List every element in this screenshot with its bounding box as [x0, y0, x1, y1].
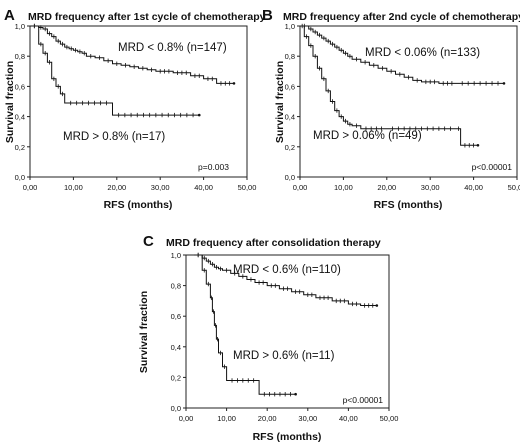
x-axis-label: RFS (months): [104, 199, 173, 211]
y-tick-label: 0,6: [171, 312, 181, 321]
y-tick-label: 0,4: [171, 343, 181, 352]
x-tick-label: 10,00: [334, 183, 353, 192]
x-axis-label: RFS (months): [374, 199, 443, 211]
series-label: MRD < 0.6% (n=110): [233, 264, 341, 276]
x-tick-label: 20,00: [377, 183, 396, 192]
p-value: p=0.003: [198, 162, 229, 172]
curve-end-marker: [476, 143, 480, 147]
km-curve-series-2: [300, 25, 478, 146]
y-tick-label: 0,8: [285, 52, 295, 61]
y-axis-label: Survival fraction: [138, 291, 150, 373]
y-tick-label: 0,0: [15, 173, 25, 182]
x-tick-label: 30,00: [151, 183, 170, 192]
x-tick-label: 10,00: [64, 183, 83, 192]
chart-title: MRD frequency after consolidation therap…: [166, 237, 381, 249]
y-tick-label: 0,0: [285, 173, 295, 182]
km-curve-series-1: [194, 254, 377, 306]
y-tick-label: 0,2: [15, 143, 25, 152]
x-axis-label: RFS (months): [253, 431, 322, 443]
p-value: p<0.00001: [472, 162, 513, 172]
p-value: p<0.00001: [343, 395, 384, 405]
y-tick-label: 0,2: [285, 143, 295, 152]
chart-title: MRD frequency after 2nd cycle of chemoth…: [283, 11, 520, 23]
curve-end-marker: [375, 304, 379, 307]
km-curve-series-1: [300, 25, 504, 84]
chart-panel-c: C MRD frequency after consolidation thera…: [138, 233, 398, 443]
y-tick-label: 1,0: [285, 22, 295, 31]
y-tick-label: 0,8: [171, 282, 181, 291]
x-tick-label: 40,00: [339, 414, 358, 423]
panel-letter: C: [143, 233, 154, 250]
plot-frame: [29, 25, 248, 178]
x-tick-label: 50,00: [380, 414, 399, 423]
curve-end-marker: [502, 82, 506, 85]
y-axis-label: Survival fraction: [4, 61, 16, 143]
series-label: MRD < 0.06% (n=133): [365, 47, 480, 59]
chart-title: MRD frequency after 1st cycle of chemoth…: [28, 11, 266, 23]
x-tick-label: 50,00: [508, 183, 520, 192]
curve-end-marker: [232, 82, 236, 85]
x-tick-label: 0,00: [179, 414, 194, 423]
chart-panel-a: A MRD frequency after 1st cycle of chemot…: [4, 7, 266, 211]
x-tick-label: 0,00: [293, 183, 308, 192]
x-tick-label: 20,00: [107, 183, 126, 192]
x-tick-label: 40,00: [464, 183, 483, 192]
y-tick-label: 0,4: [15, 113, 25, 122]
y-tick-label: 0,0: [171, 404, 181, 413]
plot-frame: [299, 25, 518, 178]
y-tick-label: 1,0: [171, 251, 181, 260]
x-tick-label: 30,00: [421, 183, 440, 192]
y-tick-label: 0,6: [15, 82, 25, 91]
panel-letter: B: [262, 7, 273, 24]
x-tick-label: 10,00: [217, 414, 236, 423]
x-tick-label: 50,00: [238, 183, 257, 192]
series-label: MRD < 0.8% (n=147): [118, 42, 227, 54]
y-tick-label: 0,6: [285, 82, 295, 91]
curve-end-marker: [197, 113, 201, 117]
x-tick-label: 40,00: [194, 183, 213, 192]
chart-panel-b: B MRD frequency after 2nd cycle of chemot…: [262, 7, 520, 211]
y-tick-label: 0,2: [171, 373, 181, 382]
series-label: MRD > 0.8% (n=17): [63, 131, 165, 143]
panel-letter: A: [4, 7, 15, 24]
y-axis-label: Survival fraction: [274, 61, 286, 143]
series-label: MRD > 0.06% (n=49): [313, 130, 422, 142]
series-label: MRD > 0.6% (n=11): [233, 350, 335, 362]
y-tick-label: 1,0: [15, 22, 25, 31]
x-tick-label: 0,00: [23, 183, 38, 192]
km-curve-series-2: [30, 25, 200, 116]
km-curve-series-1: [30, 25, 234, 84]
plot-frame: [185, 254, 390, 409]
curve-end-marker: [294, 392, 297, 396]
x-tick-label: 30,00: [298, 414, 317, 423]
y-tick-label: 0,4: [285, 113, 295, 122]
y-tick-label: 0,8: [15, 52, 25, 61]
x-tick-label: 20,00: [258, 414, 277, 423]
